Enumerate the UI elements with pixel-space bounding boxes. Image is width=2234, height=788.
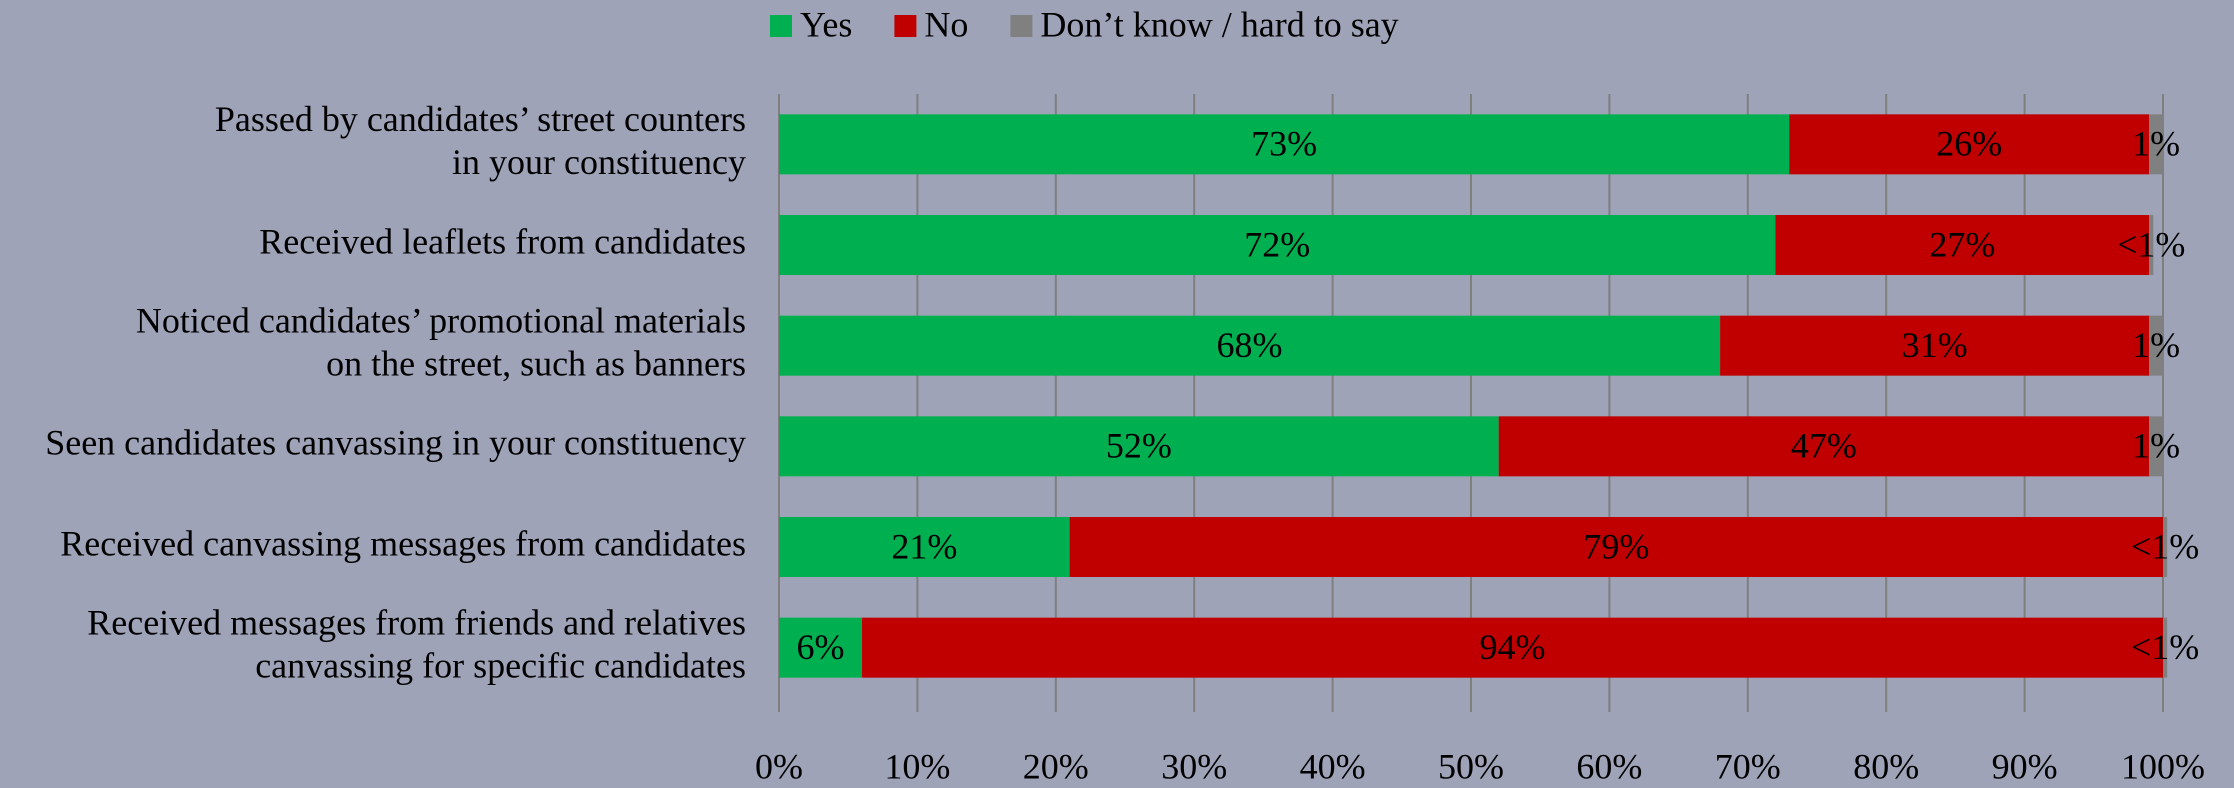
value-label: 52% (1106, 426, 1172, 466)
bar-segment (779, 517, 1070, 577)
x-tick-label: 90% (1992, 746, 2058, 786)
bar-segment (1069, 517, 2163, 577)
y-tick-label: Passed by candidates’ street counters (215, 99, 746, 139)
x-tick-label: 80% (1853, 746, 1919, 786)
x-tick-label: 60% (1576, 746, 1642, 786)
value-label: 94% (1480, 627, 1546, 667)
value-label: 73% (1251, 124, 1317, 164)
bar-segment (779, 416, 1499, 477)
bar-segment (1775, 215, 2150, 275)
bar-segment (2163, 517, 2168, 577)
value-label: <1% (2131, 627, 2199, 667)
x-tick-label: 50% (1438, 746, 1504, 786)
legend-swatch (1010, 15, 1033, 37)
x-tick-label: 20% (1023, 746, 1089, 786)
y-tick-label: on the street, such as banners (326, 343, 746, 383)
bar-segment (1498, 416, 2150, 477)
y-tick-label: Received canvassing messages from candid… (60, 523, 746, 563)
value-label: 6% (797, 627, 845, 667)
value-label: <1% (2117, 224, 2185, 264)
value-label: 26% (1936, 124, 2002, 164)
bar-segment (779, 215, 1776, 275)
bar-segment (2149, 215, 2154, 275)
y-tick-label: Noticed candidates’ promotional material… (136, 300, 746, 340)
value-label: 47% (1791, 426, 1857, 466)
value-label: 21% (891, 526, 957, 566)
legend-swatch (894, 15, 917, 37)
value-label: 68% (1217, 325, 1283, 365)
value-label: 27% (1929, 224, 1995, 264)
y-tick-label: Received leaflets from candidates (259, 221, 746, 261)
bar-segment (2149, 315, 2163, 376)
x-tick-label: 30% (1161, 746, 1227, 786)
value-label: 1% (2132, 325, 2180, 365)
y-tick-label: Seen candidates canvassing in your const… (45, 423, 746, 463)
x-tick-label: 40% (1300, 746, 1366, 786)
value-label: 72% (1244, 224, 1310, 264)
legend-label: Don’t know / hard to say (1040, 4, 1398, 44)
value-label: 31% (1902, 325, 1968, 365)
x-tick-label: 70% (1715, 746, 1781, 786)
bar-segment (2149, 114, 2163, 175)
x-tick-label: 0% (755, 746, 803, 786)
bar-segment (1720, 315, 2150, 376)
bar-segment (2149, 416, 2163, 477)
bar-segment (779, 617, 863, 678)
y-tick-label: in your constituency (452, 142, 746, 182)
bar-segment (2163, 617, 2168, 678)
legend-label: No (924, 4, 968, 44)
value-label: <1% (2131, 526, 2199, 566)
value-label: 1% (2132, 426, 2180, 466)
legend-label: Yes (800, 4, 852, 44)
bar-segment (779, 114, 1790, 175)
legend-swatch (770, 15, 792, 37)
bar-segment (779, 315, 1721, 376)
value-label: 1% (2132, 124, 2180, 164)
x-tick-label: 100% (2121, 746, 2205, 786)
bar-segment (862, 617, 2163, 678)
y-tick-label: canvassing for specific candidates (255, 645, 746, 685)
y-tick-label: Received messages from friends and relat… (87, 602, 746, 642)
bar-segment (1789, 114, 2150, 175)
value-label: 79% (1583, 526, 1649, 566)
x-tick-label: 10% (884, 746, 950, 786)
